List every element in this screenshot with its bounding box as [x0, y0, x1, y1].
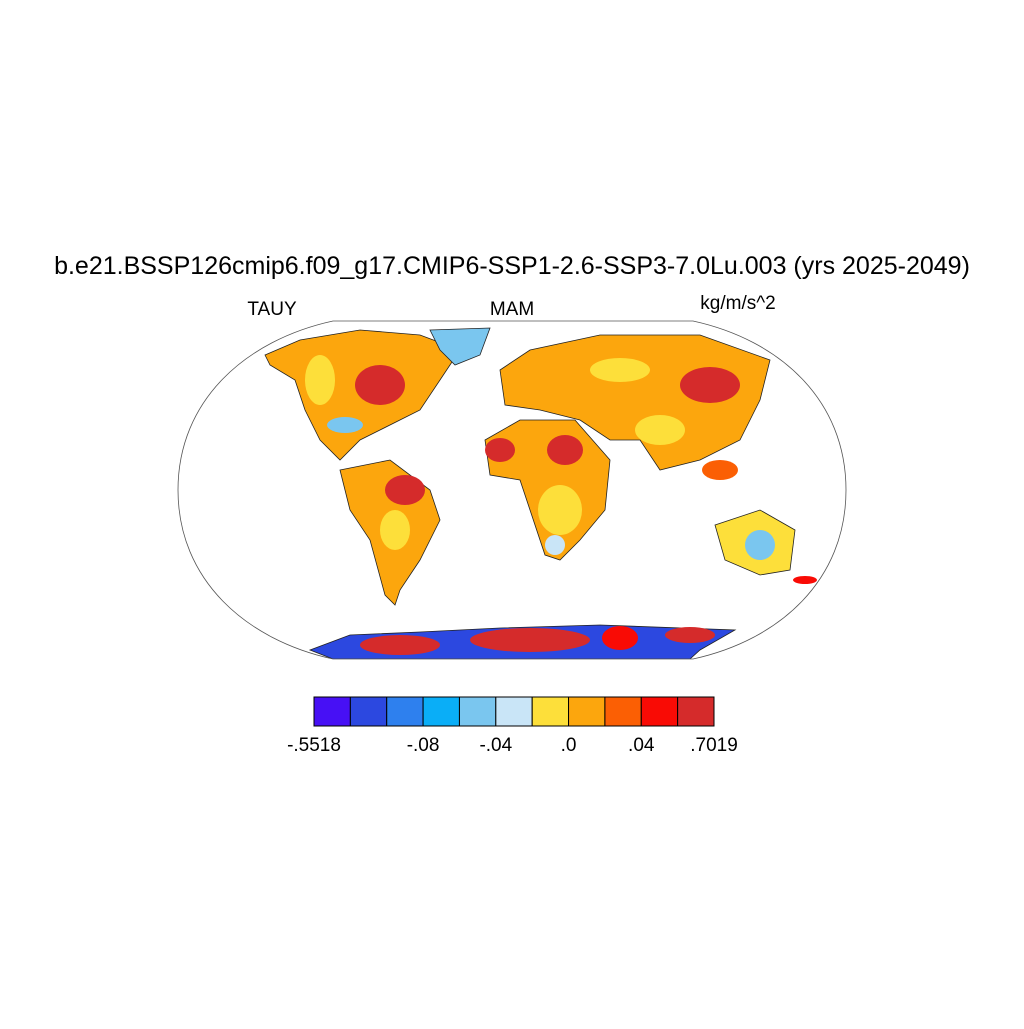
colorbar-label: .0 [561, 735, 577, 756]
center-label: MAM [490, 299, 534, 320]
colorbar-label: -.5518 [287, 735, 341, 756]
colorbar-label: .7019 [690, 735, 738, 756]
colorbar-box [495, 696, 533, 727]
map-outline [177, 320, 847, 660]
colorbar-box [386, 696, 424, 727]
colorbar-label: -.04 [479, 735, 512, 756]
colorbar-box [313, 696, 351, 727]
left-label: TAUY [247, 299, 297, 320]
map [264, 327, 817, 659]
colorbar-label: .04 [628, 735, 655, 756]
colorbar-box [677, 696, 715, 727]
colorbar-box [604, 696, 642, 727]
colorbar-box [458, 696, 497, 727]
colorbar-box [531, 696, 570, 727]
colorbar-box [640, 696, 679, 727]
colorbar-box [568, 696, 606, 727]
title: b.e21.BSSP126cmip6.f09_g17.CMIP6-SSP1-2.… [54, 252, 970, 280]
land-patches [305, 355, 817, 655]
colorbar-label: -.08 [407, 735, 440, 756]
units-label: kg/m/s^2 [700, 293, 775, 314]
colorbar-box [349, 696, 388, 727]
colorbar: -.5518 -.08 -.04 .0 .04 .7019 [287, 696, 738, 756]
colorbar-box [422, 696, 460, 727]
